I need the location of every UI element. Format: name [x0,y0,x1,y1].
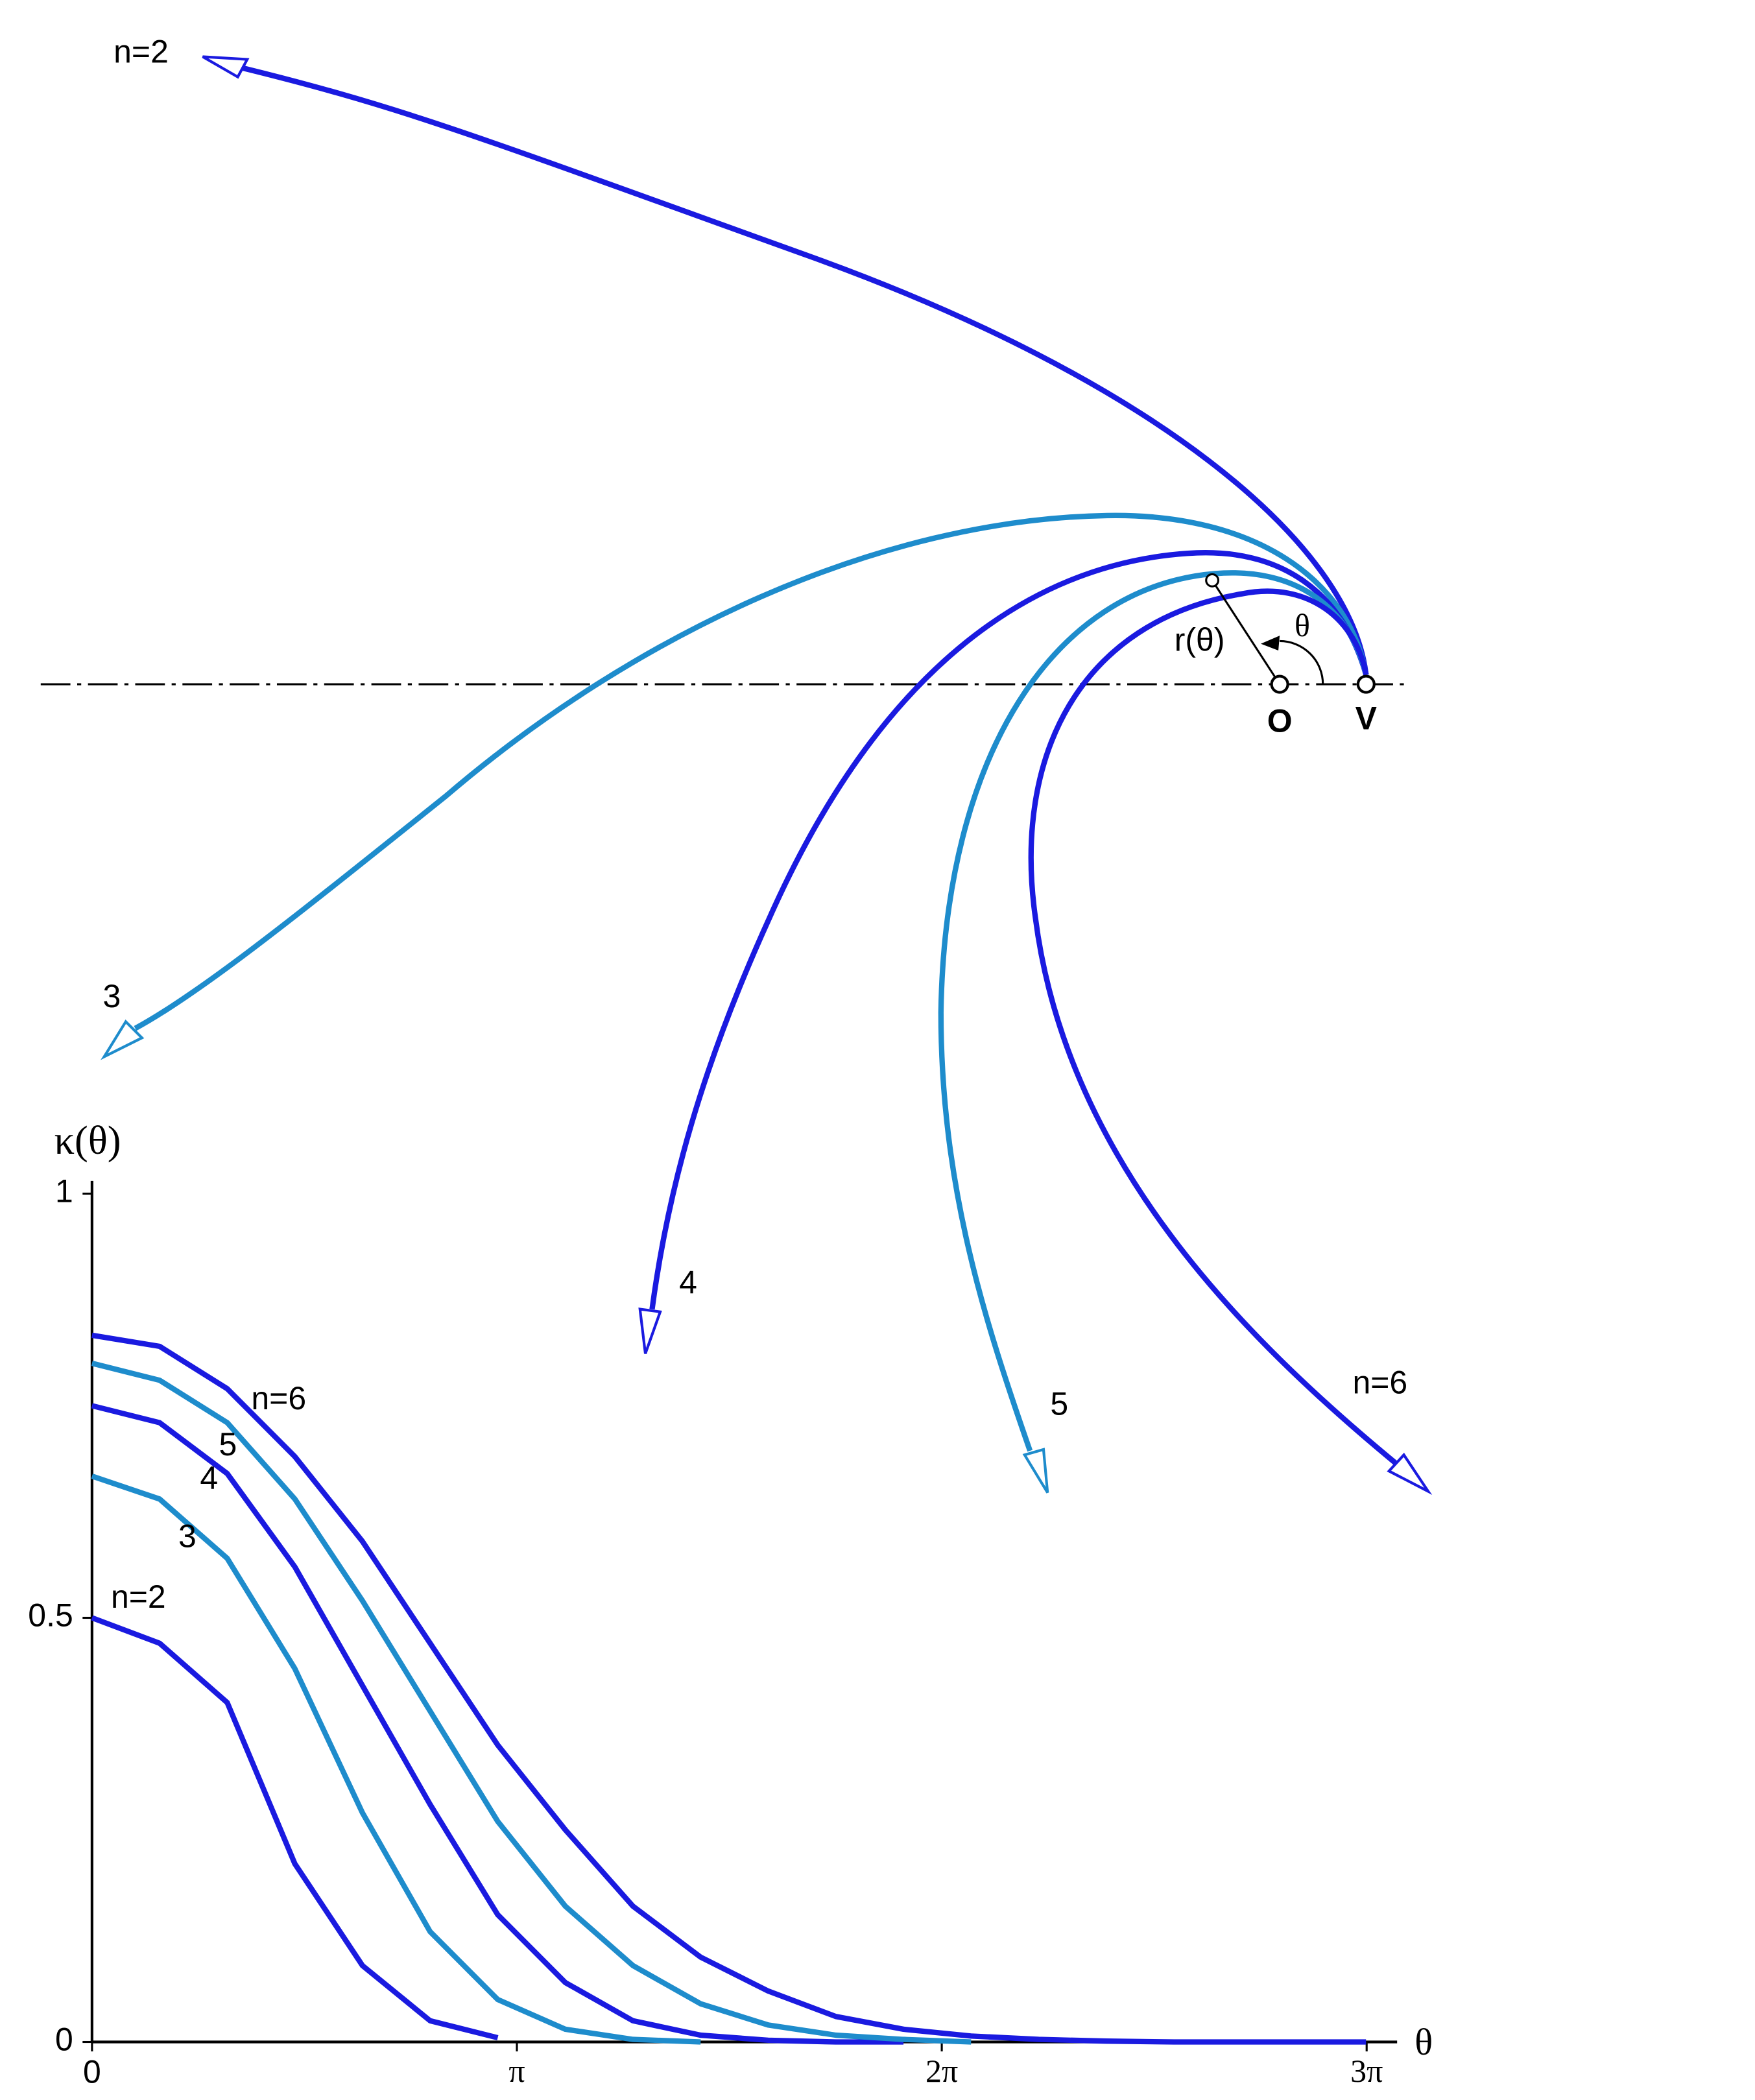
x-tick-label: π [508,2053,525,2089]
x-tick-label: 0 [83,2054,101,2090]
radius [1211,579,1281,685]
series-line [91,1474,701,2045]
angle-arc [1280,639,1324,685]
series-line [91,1615,499,2041]
series-label: n=2 [111,1579,166,1615]
arrow [638,1307,662,1354]
arrow [1387,1452,1433,1496]
curve-label: 3 [103,978,121,1014]
curve-label: 4 [679,1264,697,1300]
series-line [91,1332,1367,2045]
y-tick-label: 0 [55,2022,73,2058]
curve-label: 5 [1050,1386,1068,1422]
curve-label: n=6 [1353,1364,1408,1400]
x-axis-label: θ [1415,2021,1433,2063]
angle-label: θ [1295,607,1310,643]
curve [1028,588,1399,1467]
series-label: 3 [178,1518,197,1555]
origin-label: O [1267,703,1293,739]
x-tick-label: 3π [1350,2053,1383,2089]
series-label: n=6 [251,1380,306,1416]
curve [938,570,1369,1452]
series-line [91,1403,904,2045]
arrow [101,1019,145,1060]
origin-point [1270,674,1289,694]
vertex-point [1356,674,1376,694]
y-tick-label: 1 [55,1173,73,1210]
arrow [202,55,250,79]
y-tick-label: 0.5 [28,1597,73,1634]
angle-arrow [1260,636,1280,651]
spiral-diagram [40,55,1433,1496]
x-tick-label: 2π [925,2053,958,2089]
arrow [1022,1448,1049,1494]
curve [239,65,1369,675]
radius-label: r(θ) [1175,622,1225,658]
series-label: 4 [200,1460,218,1496]
y-axis-label: κ(θ) [54,1117,121,1163]
point [1205,573,1220,588]
curve [649,550,1369,1310]
series-label: 5 [219,1426,237,1462]
series-line [91,1361,972,2045]
vertex-label: V [1355,700,1377,736]
curve [134,512,1369,1031]
curve-label: n=2 [113,33,169,69]
